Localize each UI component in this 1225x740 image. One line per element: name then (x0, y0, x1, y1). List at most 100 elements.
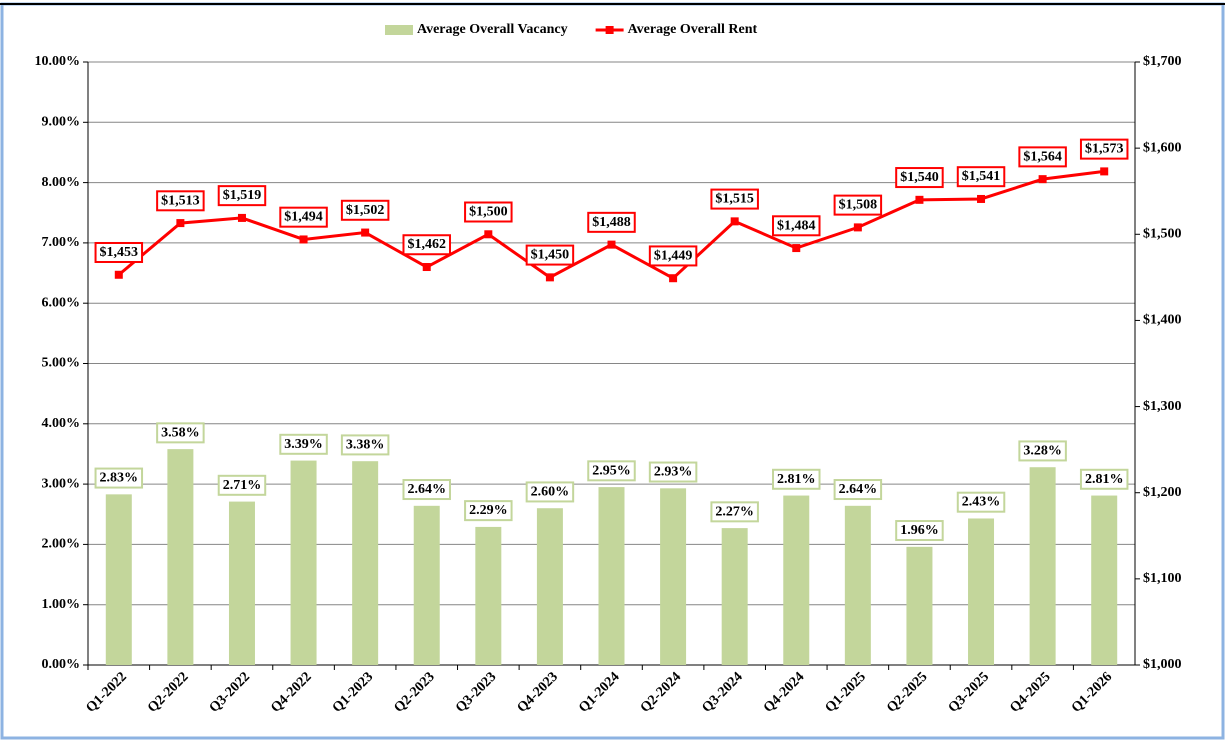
line-label: $1,450 (531, 248, 570, 263)
y-tick-label: 4.00% (42, 416, 81, 431)
bar-label-group: 2.27% (710, 501, 759, 523)
line-label-box (402, 234, 451, 256)
bar (1091, 495, 1118, 665)
y-tick-label: 2.00% (42, 537, 81, 552)
line-label: $1,564 (1023, 149, 1062, 164)
line-marker (237, 213, 246, 222)
bar-label-group: 1.96% (895, 520, 944, 542)
legend-label: Average Overall Rent (628, 22, 758, 37)
bar-label-box (772, 468, 821, 490)
line-label-box (464, 201, 513, 223)
line-marker (361, 228, 370, 237)
bar-label: 2.43% (962, 495, 1001, 510)
bar-label-box (895, 520, 944, 542)
bar-label-box (279, 433, 328, 455)
line-marker (484, 230, 493, 239)
y-tick-label: 6.00% (42, 295, 81, 310)
line-label: $1,515 (715, 192, 754, 207)
line-label-group: $1,508 (833, 194, 883, 216)
bar (598, 487, 625, 665)
bar-label: 3.39% (284, 437, 323, 452)
bar-label-group: 2.81% (772, 468, 821, 490)
line-label-box (895, 167, 944, 189)
bar-label: 2.27% (715, 504, 754, 519)
line-marker (915, 195, 924, 204)
line-label: $1,453 (100, 245, 139, 260)
bar (536, 508, 563, 665)
y2-tick-label: $1,200 (1143, 485, 1182, 500)
line-label-group: $1,453 (94, 241, 144, 263)
bar-label: 2.81% (777, 472, 816, 487)
bar-label-group: 2.64% (402, 479, 451, 501)
bar (290, 460, 317, 665)
bar (352, 461, 379, 665)
y-tick-label: 7.00% (42, 235, 81, 250)
legend-swatch-marker (605, 26, 614, 34)
bar (783, 495, 810, 665)
bar-label-group: 2.83% (94, 467, 144, 489)
line-label-box (833, 194, 883, 216)
line-label-group: $1,564 (1018, 146, 1067, 168)
line-marker (730, 217, 739, 226)
line-label-group: $1,540 (895, 167, 944, 189)
bar-label-box (1018, 440, 1067, 462)
bar (413, 505, 440, 665)
bar-label-box (525, 481, 575, 503)
legend-label: Average Overall Vacancy (417, 22, 568, 37)
y-tick-label: 9.00% (42, 115, 81, 130)
bar (475, 526, 502, 665)
line-marker (792, 244, 801, 253)
line-label-group: $1,450 (525, 244, 575, 266)
line-label-group: $1,462 (402, 234, 451, 256)
bar-label: 3.58% (161, 425, 200, 440)
bar-label-box (833, 479, 883, 501)
y2-tick-label: $1,300 (1143, 399, 1182, 414)
bar (906, 546, 933, 665)
bar-label: 2.71% (223, 478, 262, 493)
line-label-box (772, 215, 821, 237)
bar-label-group: 2.81% (1079, 468, 1129, 490)
line-label-box (956, 166, 1006, 188)
bar-label: 2.95% (592, 463, 631, 478)
bar-label: 2.83% (100, 471, 139, 486)
line-label-group: $1,541 (956, 166, 1006, 188)
line-label-box (156, 190, 205, 212)
line-marker (422, 263, 431, 272)
y2-tick-label: $1,100 (1143, 571, 1182, 586)
bar-label-group: 2.93% (648, 461, 698, 483)
y-tick-label: 8.00% (42, 175, 81, 190)
line-label-group: $1,502 (340, 199, 390, 221)
bar-label-box (94, 467, 144, 489)
bar (105, 494, 132, 665)
line-label-box (279, 206, 328, 228)
bar-label-box (402, 479, 451, 501)
bar-label-box (648, 461, 698, 483)
line-label-box (648, 245, 698, 267)
line-label-group: $1,488 (587, 211, 636, 233)
bar-label: 2.64% (839, 482, 878, 497)
bar-label-group: 2.71% (217, 474, 267, 496)
line-label: $1,488 (592, 215, 631, 230)
bar-label-box (587, 460, 636, 482)
line-marker (669, 274, 678, 283)
bar-label-box (464, 500, 513, 522)
bar (167, 449, 194, 665)
line-label-box (710, 188, 759, 210)
line-label-group: $1,449 (648, 245, 698, 267)
line-label-box (1079, 138, 1129, 160)
bar (721, 528, 748, 665)
y2-tick-label: $1,700 (1143, 54, 1182, 69)
bar-label-group: 2.60% (525, 481, 575, 503)
line-label: $1,500 (469, 205, 508, 220)
line-label: $1,519 (223, 188, 262, 203)
line-marker (545, 273, 554, 282)
bar-label: 2.64% (407, 482, 446, 497)
bar-label-group: 3.38% (340, 434, 390, 456)
bar (228, 501, 255, 665)
bar-label: 2.93% (654, 465, 693, 480)
bar (1029, 467, 1056, 665)
y2-tick-label: $1,000 (1143, 657, 1182, 672)
line-marker (299, 235, 308, 244)
y-tick-label: 10.00% (35, 54, 81, 69)
